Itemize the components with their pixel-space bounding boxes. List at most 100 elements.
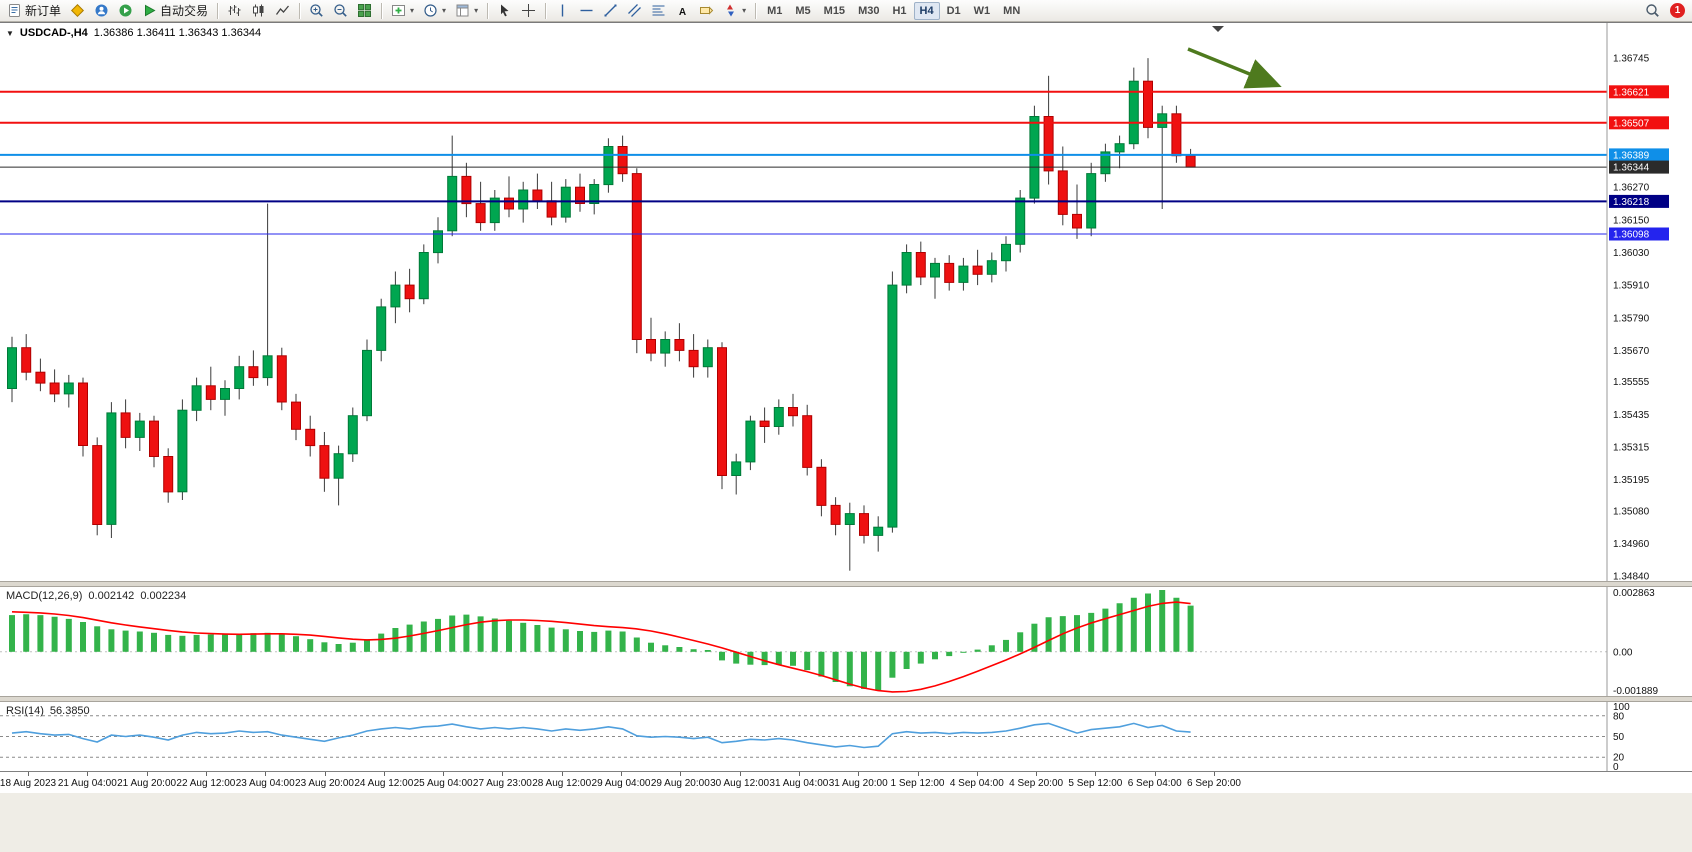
svg-text:A: A: [679, 7, 686, 18]
price-axis-badge: 1.36218: [1609, 194, 1669, 208]
trendline-icon: [604, 4, 617, 17]
svg-text:20: 20: [1613, 753, 1625, 764]
time-tick: [324, 772, 326, 776]
toolbar-separator: [487, 2, 489, 19]
price-axis-badge: 1.36507: [1609, 116, 1669, 130]
trend-arrow-annotation[interactable]: [1187, 47, 1282, 89]
crosshair-button[interactable]: [517, 1, 540, 21]
time-label: 21 Aug 20:00: [117, 778, 177, 789]
time-tick: [917, 772, 919, 776]
metaeditor-button[interactable]: [66, 1, 89, 21]
time-tick: [146, 772, 148, 776]
svg-text:1.36218: 1.36218: [1613, 197, 1650, 208]
autotrading-button[interactable]: 自动交易: [138, 1, 212, 21]
plus-marker-annotation[interactable]: [987, 259, 996, 268]
periods-button[interactable]: ▾: [419, 1, 450, 21]
timeframe-m5-button[interactable]: M5: [789, 2, 816, 20]
timeframe-m1-button[interactable]: M1: [761, 2, 788, 20]
trendline-button[interactable]: [599, 1, 622, 21]
chart-shift-marker[interactable]: [1212, 26, 1224, 32]
timeframe-m15-button[interactable]: M15: [818, 2, 851, 20]
svg-text:1.35195: 1.35195: [1613, 475, 1650, 486]
time-tick: [858, 772, 860, 776]
price-chart[interactable]: 1.36745 1.36270 1.36150 1.36030 1.35910 1.357…: [0, 23, 1692, 581]
chart-title: ▼ USDCAD-,H4 1.36386 1.36411 1.36343 1.3…: [6, 27, 261, 39]
candlestick-chart-button[interactable]: [247, 1, 270, 21]
periods-icon: [424, 4, 437, 17]
templates-button[interactable]: ▾: [451, 1, 482, 21]
zoom-in-button[interactable]: [305, 1, 328, 21]
svg-text:1.36745: 1.36745: [1613, 54, 1650, 65]
tile-windows-icon: [358, 4, 372, 17]
rsi-panel: 100 80 50 20 0 RSI(14) 56.3850: [0, 702, 1692, 771]
time-tick: [28, 772, 29, 776]
time-label: 18 Aug 2023: [0, 778, 57, 789]
toolbar-separator: [545, 2, 547, 19]
macd-histogram: [9, 590, 1194, 691]
bar-chart-icon: [228, 5, 241, 16]
ohlc-values: 1.36386 1.36411 1.36343 1.36344: [93, 27, 262, 39]
timeframe-w1-button[interactable]: W1: [968, 2, 997, 20]
timeframe-h1-button[interactable]: H1: [886, 2, 912, 20]
line-chart-button[interactable]: [271, 1, 294, 21]
equidistant-channel-icon: [628, 4, 642, 17]
time-tick: [1214, 772, 1215, 776]
text-button[interactable]: A: [671, 1, 694, 21]
time-label: 25 Aug 04:00: [413, 778, 473, 789]
svg-text:1.35315: 1.35315: [1613, 442, 1650, 453]
equidistant-channel-button[interactable]: [623, 1, 646, 21]
arrows-button[interactable]: ▾: [719, 1, 750, 21]
timeframe-d1-button[interactable]: D1: [941, 2, 967, 20]
one-click-trading-collapse-icon[interactable]: ▼: [6, 28, 14, 38]
toolbar-separator: [755, 2, 757, 19]
rsi-levels: [0, 715, 1607, 758]
panel-splitter[interactable]: [0, 581, 1692, 587]
text-label-button[interactable]: [695, 1, 718, 21]
toolbar: 新订单 自动交易: [0, 0, 1692, 22]
macd-axis: 0.002863 0.00 -0.001889: [1613, 588, 1658, 696]
toolbar-separator: [217, 2, 219, 19]
autotrading-icon: [145, 4, 156, 17]
arrows-icon: [727, 4, 735, 17]
time-label: 6 Sep 04:00: [1127, 778, 1182, 789]
svg-text:1.36030: 1.36030: [1613, 248, 1650, 259]
timeframe-h4-button[interactable]: H4: [913, 1, 940, 20]
time-label: 22 Aug 12:00: [176, 778, 236, 789]
search-button[interactable]: [1641, 1, 1664, 21]
bar-chart-button[interactable]: [223, 1, 246, 21]
chart-window: 1.36745 1.36270 1.36150 1.36030 1.35910 1.357…: [0, 22, 1692, 852]
time-label: 27 Aug 23:00: [472, 778, 532, 789]
market-icon: [95, 4, 108, 17]
time-tick: [1036, 772, 1038, 776]
panel-splitter[interactable]: [0, 696, 1692, 702]
zoom-out-button[interactable]: [329, 1, 352, 21]
macd-panel: 0.002863 0.00 -0.001889 MACD(12,26,9) 0.00…: [0, 587, 1692, 696]
candles: [7, 58, 1196, 571]
autotrading-label: 自动交易: [160, 4, 209, 18]
fibonacci-button[interactable]: [647, 1, 670, 21]
new-order-button[interactable]: 新订单: [3, 1, 65, 21]
rsi-name: RSI(14): [6, 705, 44, 717]
signals-icon: [119, 4, 132, 17]
svg-text:1.36270: 1.36270: [1613, 183, 1650, 194]
market-button[interactable]: [90, 1, 113, 21]
time-tick: [1095, 772, 1097, 776]
timeframe-m30-button[interactable]: M30: [852, 2, 885, 20]
time-axis[interactable]: 18 Aug 2023 21 Aug 04:00 21 Aug 20:00 22 Au…: [0, 771, 1692, 793]
tile-windows-button[interactable]: [353, 1, 376, 21]
horizontal-line-button[interactable]: [575, 1, 598, 21]
signals-button[interactable]: [114, 1, 137, 21]
time-label: 4 Sep 20:00: [1009, 778, 1064, 789]
indicators-button[interactable]: ▾: [387, 1, 418, 21]
vertical-line-button[interactable]: [551, 1, 574, 21]
notification-badge[interactable]: 1: [1670, 3, 1685, 18]
time-label: 31 Aug 04:00: [769, 778, 829, 789]
timeframe-mn-button[interactable]: MN: [997, 2, 1026, 20]
chevron-down-icon: ▾: [410, 6, 415, 15]
time-label: 4 Sep 04:00: [949, 778, 1004, 789]
cursor-icon: [501, 4, 509, 17]
time-tick: [265, 772, 267, 776]
cursor-button[interactable]: [493, 1, 516, 21]
svg-text:0: 0: [1613, 762, 1619, 771]
